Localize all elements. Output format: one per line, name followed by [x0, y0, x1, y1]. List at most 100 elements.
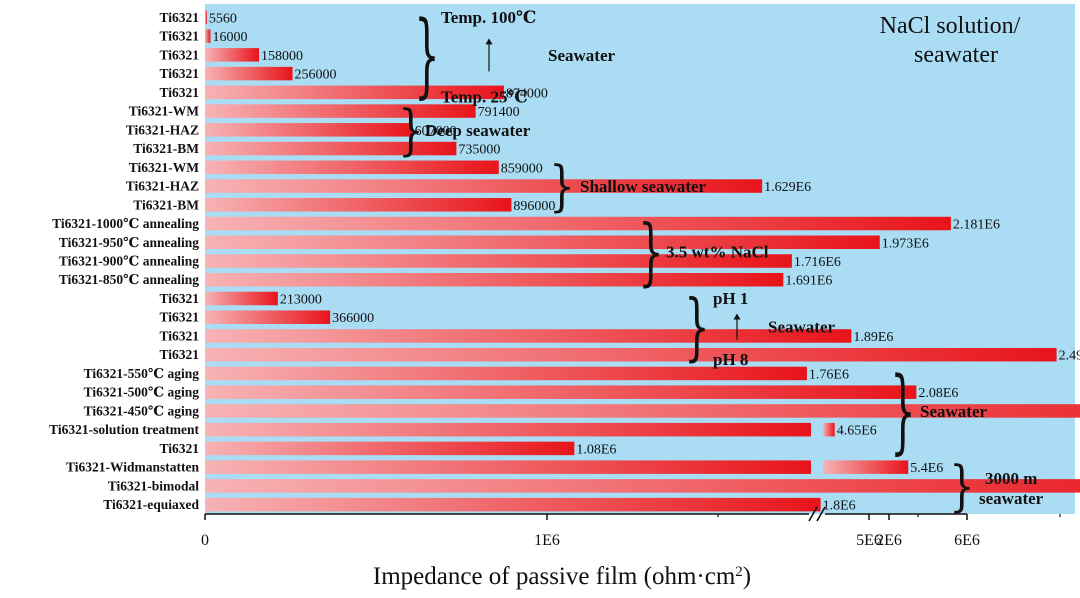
group-brace: } [638, 208, 663, 294]
bar-value-label: 1.08E6 [576, 442, 616, 457]
x-tick-label: 1E6 [534, 532, 560, 549]
bar [205, 310, 331, 324]
category-label: Ti6321-HAZ [126, 122, 199, 137]
group-annotation: Temp. 100℃ [441, 8, 536, 27]
group-annotation: seawater [979, 489, 1044, 508]
bar [205, 272, 784, 287]
bar [205, 385, 917, 399]
bar-value-label: 16000 [212, 30, 247, 45]
group-brace: } [890, 357, 915, 465]
category-label: Ti6321-500℃ aging [84, 385, 200, 400]
category-label: Ti6321 [159, 66, 199, 81]
bar [205, 460, 811, 474]
bar [205, 85, 504, 100]
bar-value-label: 791400 [478, 105, 520, 120]
group-annotation: Deep seawater [425, 121, 531, 140]
bar [205, 198, 512, 212]
category-label: Ti6321-550℃ aging [84, 366, 200, 381]
group-annotation: Seawater [920, 402, 987, 421]
bar [205, 10, 207, 25]
group-annotation: pH 8 [713, 350, 748, 369]
bar [205, 404, 1080, 418]
category-label: Ti6321-solution treatment [49, 422, 199, 437]
group-brace: } [549, 156, 574, 219]
category-label: Ti6321-bimodal [108, 478, 200, 493]
bar-value-label: 213000 [280, 292, 322, 307]
trend-arrow-head [485, 38, 493, 45]
category-label: Ti6321-900℃ annealing [59, 254, 199, 269]
group-annotation: Shallow seawater [580, 177, 707, 196]
category-label: Ti6321-WM [129, 104, 200, 119]
bar-value-label: 2.08E6 [918, 386, 958, 401]
axis-break-mark [816, 506, 826, 522]
x-tick-label: 6E6 [954, 532, 980, 549]
bar-value-label: 1.973E6 [882, 236, 929, 251]
bar-value-label: 859000 [501, 161, 543, 176]
category-label: Ti6321 [159, 347, 199, 362]
bar-segment [823, 422, 835, 437]
bar [205, 497, 821, 512]
bar [205, 235, 880, 250]
bar [205, 216, 951, 231]
bar [205, 29, 211, 43]
bar [205, 160, 499, 175]
bar [205, 291, 278, 306]
x-tick-label: 0 [201, 532, 209, 549]
bar [205, 179, 763, 193]
x-tick-label: 5E6 [856, 532, 882, 549]
bar-value-label: 1.716E6 [794, 255, 841, 270]
bar-value-label: 1.691E6 [785, 274, 832, 289]
category-label: Ti6321 [159, 85, 199, 100]
bar-value-label: 5560 [209, 11, 237, 26]
group-annotation: Temp. 25℃ [441, 88, 528, 107]
x-tick-label: 2E6 [876, 532, 902, 549]
chart-title-line-1: NaCl solution/ [880, 13, 1021, 39]
group-brace: } [684, 283, 709, 369]
category-label: Ti6321-Widmanstatten [66, 460, 200, 475]
bar [205, 141, 457, 156]
bar-value-label: 1.8E6 [823, 499, 856, 514]
bar-value-label: 2.181E6 [953, 218, 1000, 233]
bar-value-label: 896000 [513, 199, 555, 214]
bar-value-label: 256000 [295, 68, 337, 83]
bar-value-label: 366000 [332, 311, 374, 326]
group-annotation: pH 1 [713, 289, 748, 308]
bar-value-label: 607000 [415, 124, 457, 139]
bar [205, 254, 792, 268]
group-brace: } [398, 99, 423, 162]
category-label: Ti6321-equiaxed [103, 497, 199, 512]
bar [205, 329, 852, 343]
category-label: Ti6321 [159, 310, 199, 325]
bar-value-label: 1.89E6 [853, 330, 893, 345]
category-label: Ti6321-WM [129, 160, 200, 175]
chart-title-line-2: seawater [914, 42, 998, 68]
bar [205, 422, 811, 437]
category-label: Ti6321-950℃ annealing [59, 235, 199, 250]
bar [205, 366, 807, 381]
category-label: Ti6321-BM [133, 197, 199, 212]
bar [205, 441, 575, 456]
group-annotation: 3000 m [985, 469, 1037, 488]
bar-value-label: 158000 [261, 49, 303, 64]
bar-value-label: 735000 [458, 143, 500, 158]
bar [205, 48, 260, 62]
category-label: Ti6321 [159, 441, 199, 456]
bar [205, 123, 413, 137]
axis-break-mark [808, 506, 818, 522]
bar-value-label: 5.4E6 [910, 461, 943, 476]
bar-segment [823, 460, 909, 474]
group-annotation: 3.5 wt% NaCl [666, 243, 769, 262]
category-label: Ti6321-450℃ aging [84, 403, 200, 418]
bar [205, 479, 1080, 493]
bar [205, 347, 1057, 362]
group-annotation: Seawater [768, 318, 835, 337]
category-label: Ti6321 [159, 10, 199, 25]
bar [205, 66, 293, 81]
category-label: Ti6321-850℃ annealing [59, 272, 199, 287]
group-brace: } [949, 455, 974, 518]
category-label: Ti6321 [159, 29, 199, 44]
category-label: Ti6321-BM [133, 141, 199, 156]
trend-arrow-head [733, 313, 741, 320]
group-annotation: Seawater [548, 46, 615, 65]
